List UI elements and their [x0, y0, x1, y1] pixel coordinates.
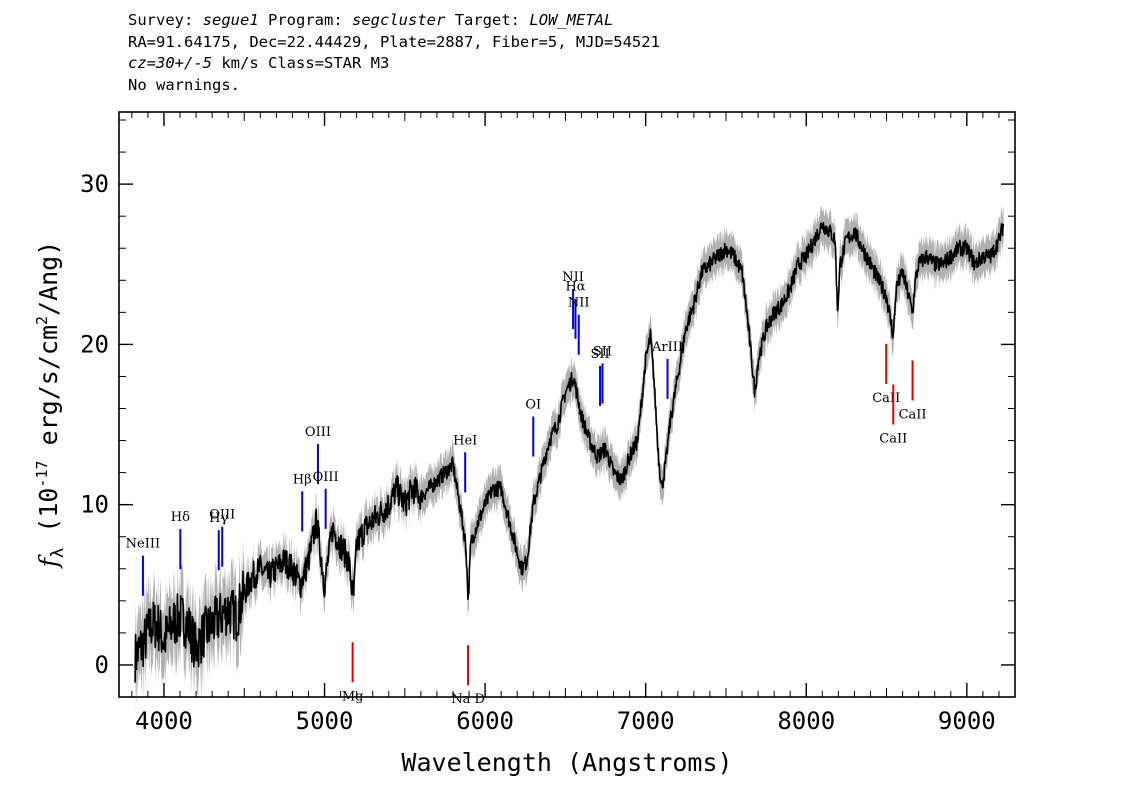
- survey-label: Survey:: [128, 11, 194, 29]
- absorption-line-label: Na D: [451, 692, 485, 707]
- y-axis-label: fλ (10-17 erg/s/cm2/Ang): [33, 241, 68, 570]
- axes-layer: 4000 5000 6000 7000 8000 9000 0 10 20 30: [80, 112, 1015, 735]
- y-tick-label: 20: [80, 330, 109, 358]
- absorption-line-label: CaII: [879, 432, 907, 447]
- x-tick-label: 8000: [777, 707, 835, 735]
- redshift-value: cz=30+/-5: [128, 54, 212, 72]
- y-tick-label: 0: [95, 651, 109, 679]
- emission-line-label: ArIII: [651, 340, 683, 355]
- spectrum-header: Survey: segue1 Program: segcluster Targe…: [128, 10, 660, 96]
- x-tick-label: 9000: [938, 707, 996, 735]
- target-label: Target:: [454, 11, 521, 29]
- survey-value: segue1: [202, 11, 259, 29]
- emission-line-label: OIII: [305, 425, 331, 440]
- x-tick-label: 4000: [135, 707, 193, 735]
- flux-series-line: [134, 222, 1005, 683]
- header-warnings-line: No warnings.: [128, 75, 240, 94]
- emission-line-label: Hγ: [209, 511, 228, 526]
- absorption-line-label: CaII: [899, 407, 927, 422]
- header-coords-line: RA=91.64175, Dec=22.44429, Plate=2887, F…: [128, 32, 660, 51]
- emission-line-label: HeI: [453, 433, 477, 448]
- emission-line-label: OIII: [313, 470, 339, 485]
- x-tick-label: 5000: [296, 707, 354, 735]
- y-tick-label: 10: [80, 491, 109, 519]
- x-tick-label: 7000: [617, 707, 675, 735]
- class-value: Class=STAR M3: [268, 54, 390, 72]
- plot-frame: [118, 111, 1016, 698]
- emission-line-label: OI: [525, 398, 541, 413]
- y-tick-label: 30: [80, 170, 109, 198]
- emission-line-label: Hα: [565, 280, 585, 295]
- emission-line-label: NII: [568, 296, 590, 311]
- emission-line-label: SII: [590, 347, 609, 362]
- emission-line-label: NII: [562, 270, 584, 285]
- target-value: LOW_METAL: [529, 11, 614, 29]
- emission-line-label: SII: [593, 344, 612, 359]
- emission-line-label: NeIII: [126, 537, 160, 552]
- header-redshift-line: cz=30+/-5 km/s Class=STAR M3: [128, 53, 660, 75]
- program-label: Program:: [268, 11, 343, 29]
- emission-line-label: Hδ: [171, 510, 190, 525]
- x-tick-label: 6000: [456, 707, 514, 735]
- header-survey-line: Survey: segue1 Program: segcluster Targe…: [128, 10, 660, 32]
- flux-layer: [134, 222, 1005, 683]
- program-value: segcluster: [352, 11, 446, 29]
- absorption-line-label: CaII: [872, 391, 900, 406]
- velocity-unit: km/s: [221, 54, 259, 72]
- x-axis-label: Wavelength (Angstroms): [401, 748, 732, 777]
- emission-line-label: Hβ: [293, 472, 312, 487]
- emission-line-label: OIII: [209, 508, 235, 523]
